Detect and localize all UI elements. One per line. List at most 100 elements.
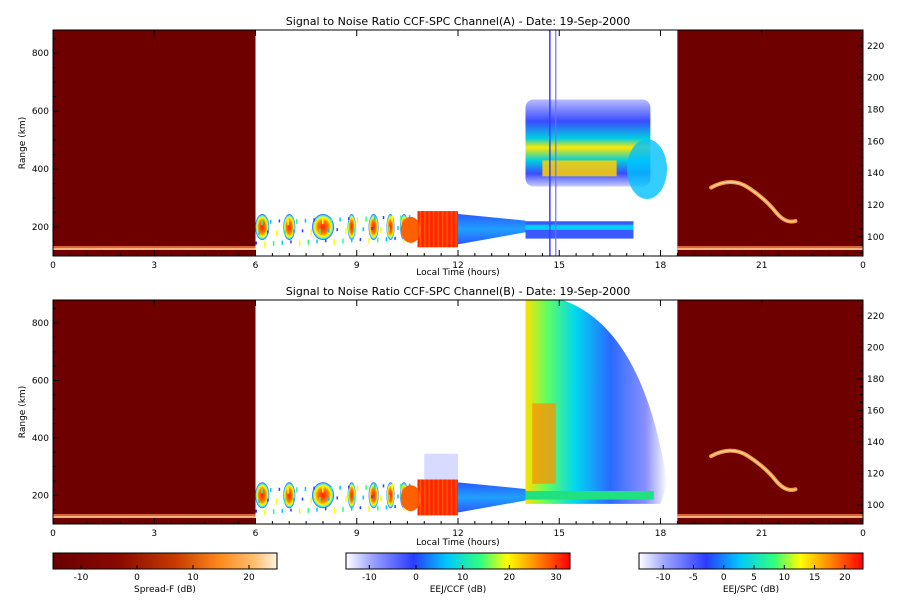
ccf-speckle [269,488,272,493]
spreadf-trace-core [710,181,796,223]
y-tick-label: 600 [32,376,49,386]
ccf-echo-blob [386,482,395,509]
ccf-speckle [376,505,379,511]
ccf-speckle [264,509,266,516]
ccf-echo-blob [283,482,296,509]
x-tick-label: 3 [151,529,157,539]
colorbar-tick-label: 0 [413,573,419,583]
ccf-speckle [255,509,257,513]
y-axis-label: Range (km) [18,386,28,438]
ccf-speckle [388,494,391,500]
colorbar-label: Spread-F (dB) [134,585,196,595]
ccf-speckle [310,229,312,236]
x-tick-label: 12 [452,261,463,271]
ccf-speckle [339,217,341,222]
panels: Signal to Noise Ratio CCF-SPC Channel(A)… [18,15,884,548]
colorbar-label: EEJ/CCF (dB) [430,585,487,595]
y-right-tick-label: 200 [867,74,884,84]
ccf-speckle [258,499,260,504]
colorbar-1: -10 0 10 20 30 EEJ/CCF (dB) [345,552,571,595]
ccf-strong-stripe [442,479,444,516]
y-axis-label: Range (km) [18,117,28,169]
ccf-speckle [391,484,393,491]
ccf-speckle [356,216,359,223]
colorbar-tick-label: -5 [689,573,698,583]
ccf-speckle [385,505,388,510]
y-tick-label: 600 [32,107,49,117]
y-right-tick-label: 220 [867,42,884,52]
colorbar-tick-label: 20 [839,573,851,583]
y-tick-label: 400 [32,434,49,444]
ccf-strong-stripe [419,211,421,248]
colorbar-tick-label: 5 [751,573,757,583]
ccf-speckle [379,494,382,501]
ccf-speckle [307,507,310,513]
ccf-blue-band [458,213,526,245]
ccf-strong-edge [400,485,421,512]
spc-lower-layer [525,221,634,239]
ccf-strong-stripe [437,479,439,516]
colorbar-tick-label: -10 [362,573,377,583]
y-right-tick-label: 180 [867,375,884,385]
ccf-speckle [353,227,356,233]
ccf-speckle [333,238,336,245]
x-tick-label: 21 [756,261,767,271]
ccf-strong-stripe [430,479,433,516]
spc-upper-layer-core [542,160,617,177]
ccf-speckle [336,228,338,232]
colorbar-gradient [345,552,571,570]
ccf-strong-stripe [455,211,457,248]
ccf-speckle [267,230,269,234]
ccf-strong-stripe [453,211,455,248]
ccf-speckle [362,227,365,232]
ccf-speckle [365,216,367,222]
ccf-speckle [310,497,312,504]
spreadf-ground-band-core [53,248,256,250]
ccf-speckle [379,226,382,233]
colorbar-label: EEJ/SPC (dB) [723,585,779,595]
ccf-speckle [269,219,272,224]
ccf-speckle [403,236,405,243]
ccf-speckle [359,506,362,510]
ccf-speckle [350,238,353,243]
ccf-speckle [290,508,292,512]
ccf-speckle [388,226,391,232]
y-right-tick-label: 100 [867,233,884,243]
ccf-echo-blob [255,214,270,241]
ccf-strong-stripe [421,211,424,248]
ccf-speckle [287,219,289,226]
y-axis-right: 100 120 140 160 180 200 220 [857,307,884,522]
spc-upper-layer-edge [627,139,667,200]
ccf-speckle [374,484,376,489]
ccf-echo-blob [347,482,356,509]
segment-spreadf-3 [677,30,863,256]
ccf-speckle [382,216,385,220]
spc-lower-layer [525,490,654,500]
ccf-speckle [327,228,330,233]
ccf-speckle [371,227,373,231]
ccf-speckle [365,484,367,490]
spreadf-ground-band-core [677,248,863,250]
ccf-strong-stripe [426,211,428,248]
colorbar-tick-label: 0 [721,573,727,583]
ccf-faint-patch [424,453,458,480]
ccf-speckle [272,509,275,515]
ccf-speckle [368,505,370,512]
y-right-tick-label: 200 [867,343,884,353]
y-tick-label: 400 [32,165,49,175]
colorbar-tick-label: 0 [134,573,140,583]
x-tick-label: 0 [860,529,866,539]
ccf-speckle [356,485,359,492]
colorbar-tick-label: 10 [779,573,791,583]
x-tick-label: 3 [151,261,157,271]
ccf-echo-blob [255,482,270,509]
y-right-tick-label: 180 [867,106,884,116]
ccf-speckle [267,498,269,502]
x-tick-label: 9 [354,261,360,271]
y-tick-label: 800 [32,49,49,59]
spreadf-ground-band-core [677,516,863,518]
ccf-speckle [400,483,402,489]
ccf-speckle [278,487,281,491]
ccf-speckle [275,230,278,237]
